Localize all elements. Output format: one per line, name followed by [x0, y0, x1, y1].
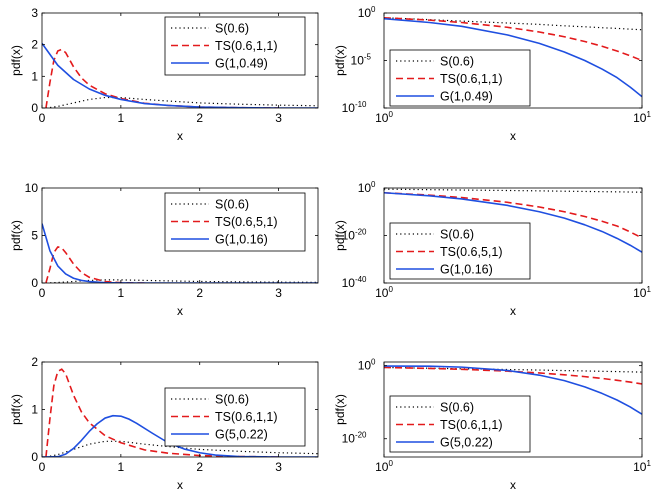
- x-axis-label: x: [177, 478, 183, 492]
- series-line-2: [45, 368, 279, 457]
- series-line-3: [384, 17, 642, 98]
- x-tick-label: 1: [118, 460, 125, 474]
- y-tick-label: 10-20: [342, 228, 367, 243]
- y-tick-label: 100: [358, 180, 376, 195]
- series-line-2: [45, 246, 145, 283]
- x-tick-label: 3: [275, 286, 282, 300]
- series-line-3: [42, 223, 318, 283]
- series-line-3: [42, 414, 318, 457]
- legend: S(0.6) TS(0.6,1,1) G(1,0.49): [164, 16, 306, 76]
- legend: S(0.6) TS(0.6,5,1) G(1,0.16): [389, 222, 531, 280]
- y-axis-label: pdf(x): [9, 45, 23, 76]
- y-tick-label: 100: [358, 358, 376, 373]
- legend: S(0.6) TS(0.6,1,1) G(5,0.22): [164, 387, 306, 447]
- series-line-3: [384, 191, 642, 253]
- y-tick-label: 3: [31, 6, 38, 20]
- legend-label-1: S(0.6): [440, 55, 474, 69]
- y-tick-label: 2: [31, 355, 38, 369]
- legend-label-2: TS(0.6,1,1): [215, 39, 278, 53]
- y-tick-label: 0: [31, 450, 38, 464]
- x-tick-label: 3: [275, 460, 282, 474]
- legend: S(0.6) TS(0.6,1,1) G(5,0.22): [389, 395, 531, 453]
- legend-label-3: G(1,0.49): [440, 90, 493, 104]
- chart-panel-6: 100 101 100 10-20 x pdf(x) S(0.6) TS(0.6,1,1) G(…: [333, 358, 651, 492]
- y-axis-label: pdf(x): [333, 45, 347, 76]
- chart-panel-3: 0 1 2 3 0 5 10 x pdf(x) S(0.6) TS(0.6,5,1) G(1,0.16…: [9, 181, 319, 318]
- y-tick-label: 100: [358, 5, 376, 20]
- y-tick-label: 2: [31, 38, 38, 52]
- y-axis-label: pdf(x): [9, 220, 23, 251]
- x-tick-label: 100: [375, 110, 393, 125]
- y-tick-label: 1: [31, 403, 38, 417]
- axes-frame: [41, 187, 319, 284]
- y-axis-label: pdf(x): [9, 394, 23, 425]
- x-tick-label: 0: [39, 286, 46, 300]
- y-tick-label: 0: [31, 276, 38, 290]
- x-axis-label: x: [510, 304, 516, 318]
- axes-frame: [383, 187, 643, 284]
- legend-label-3: G(1,0.49): [215, 57, 268, 71]
- legend-label-1: S(0.6): [215, 22, 249, 36]
- x-tick-label: 3: [275, 111, 282, 125]
- legend-label-2: TS(0.6,5,1): [215, 215, 278, 229]
- legend-label-2: TS(0.6,1,1): [215, 410, 278, 424]
- axes-frame: [383, 12, 643, 109]
- series-line-2: [384, 366, 642, 385]
- axes-frame: [383, 361, 643, 458]
- series-line-3: [384, 365, 642, 415]
- legend-label-2: TS(0.6,5,1): [440, 245, 503, 259]
- legend-label-3: G(5,0.22): [215, 428, 268, 442]
- legend-label-1: S(0.6): [440, 401, 474, 415]
- x-tick-label: 2: [196, 286, 203, 300]
- series-line-1: [45, 279, 318, 283]
- x-tick-label: 0: [39, 460, 46, 474]
- series-line-2: [384, 191, 642, 239]
- x-tick-label: 0: [39, 111, 46, 125]
- legend-label-1: S(0.6): [215, 198, 249, 212]
- legend-label-3: G(5,0.22): [440, 436, 493, 450]
- y-tick-label: 10-5: [351, 53, 372, 68]
- y-tick-label: 1: [31, 69, 38, 83]
- series-line-2: [45, 48, 279, 108]
- x-axis-label: x: [510, 478, 516, 492]
- x-tick-label: 101: [633, 459, 651, 474]
- y-tick-label: 10-40: [342, 275, 367, 290]
- series-line-2: [384, 16, 642, 62]
- legend-label-3: G(1,0.16): [215, 233, 268, 247]
- x-tick-label: 100: [375, 285, 393, 300]
- x-tick-label: 2: [196, 460, 203, 474]
- axes-frame: [41, 12, 319, 109]
- x-tick-label: 2: [196, 111, 203, 125]
- y-tick-label: 10-10: [342, 100, 367, 115]
- axes-frame: [41, 361, 319, 458]
- y-tick-label: 0: [31, 101, 38, 115]
- y-tick-label: 5: [31, 229, 38, 243]
- chart-panel-4: 100 101 100 10-20 10-40 x pdf(x) S(0.6) TS(0.6,5…: [333, 180, 651, 318]
- x-tick-label: 101: [633, 110, 651, 125]
- legend: S(0.6) TS(0.6,5,1) G(1,0.16): [164, 192, 306, 252]
- y-axis-label: pdf(x): [333, 394, 347, 425]
- chart-panel-1: 0 1 2 3 0 1 2 3 x pdf(x) S(0.6) TS(0.6,1,1) G(1,0.49…: [9, 6, 319, 143]
- legend-label-2: TS(0.6,1,1): [440, 72, 503, 86]
- x-axis-label: x: [510, 129, 516, 143]
- legend-label-3: G(1,0.16): [440, 263, 493, 277]
- x-tick-label: 100: [375, 459, 393, 474]
- x-axis-label: x: [177, 304, 183, 318]
- legend-label-2: TS(0.6,1,1): [440, 418, 503, 432]
- legend-label-1: S(0.6): [440, 228, 474, 242]
- legend-label-1: S(0.6): [215, 393, 249, 407]
- x-tick-label: 1: [118, 286, 125, 300]
- legend: S(0.6) TS(0.6,1,1) G(1,0.49): [389, 49, 531, 107]
- x-tick-label: 1: [118, 111, 125, 125]
- x-axis-label: x: [177, 129, 183, 143]
- series-line-1: [45, 96, 318, 108]
- chart-panel-2: 100 101 100 10-5 10-10 x pdf(x) S(0.6) TS(0.6,1,…: [333, 5, 651, 143]
- y-axis-label: pdf(x): [333, 220, 347, 251]
- y-tick-label: 10-20: [342, 431, 367, 446]
- y-tick-label: 10: [25, 181, 39, 195]
- x-tick-label: 101: [633, 285, 651, 300]
